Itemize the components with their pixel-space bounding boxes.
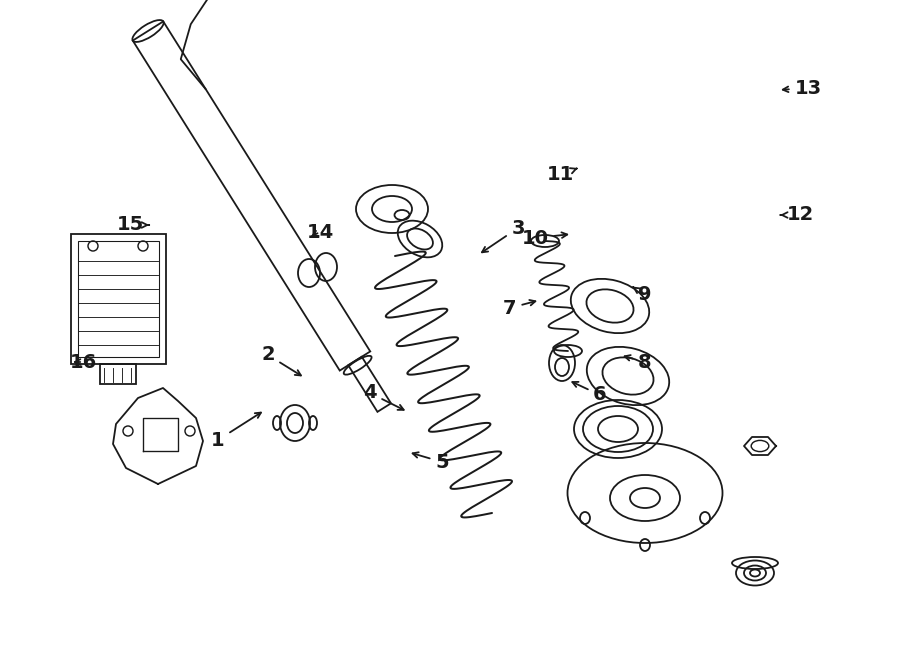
Text: 15: 15 [116,215,149,235]
Text: 6: 6 [572,382,607,405]
Bar [78,241,159,357]
Text: 5: 5 [412,452,449,471]
Text: 10: 10 [521,229,567,247]
Bar [71,234,166,364]
Text: 2: 2 [261,346,301,375]
Text: 16: 16 [69,352,96,371]
Text: 3: 3 [482,219,525,253]
Text: 8: 8 [625,352,652,371]
Text: 12: 12 [780,206,814,225]
Bar [100,364,136,384]
Text: 4: 4 [364,383,404,410]
Text: 1: 1 [212,412,261,449]
Text: 13: 13 [783,79,822,98]
Text: 9: 9 [633,286,652,305]
Text: 14: 14 [306,223,334,241]
Text: 11: 11 [546,165,577,184]
Text: 7: 7 [503,299,536,317]
